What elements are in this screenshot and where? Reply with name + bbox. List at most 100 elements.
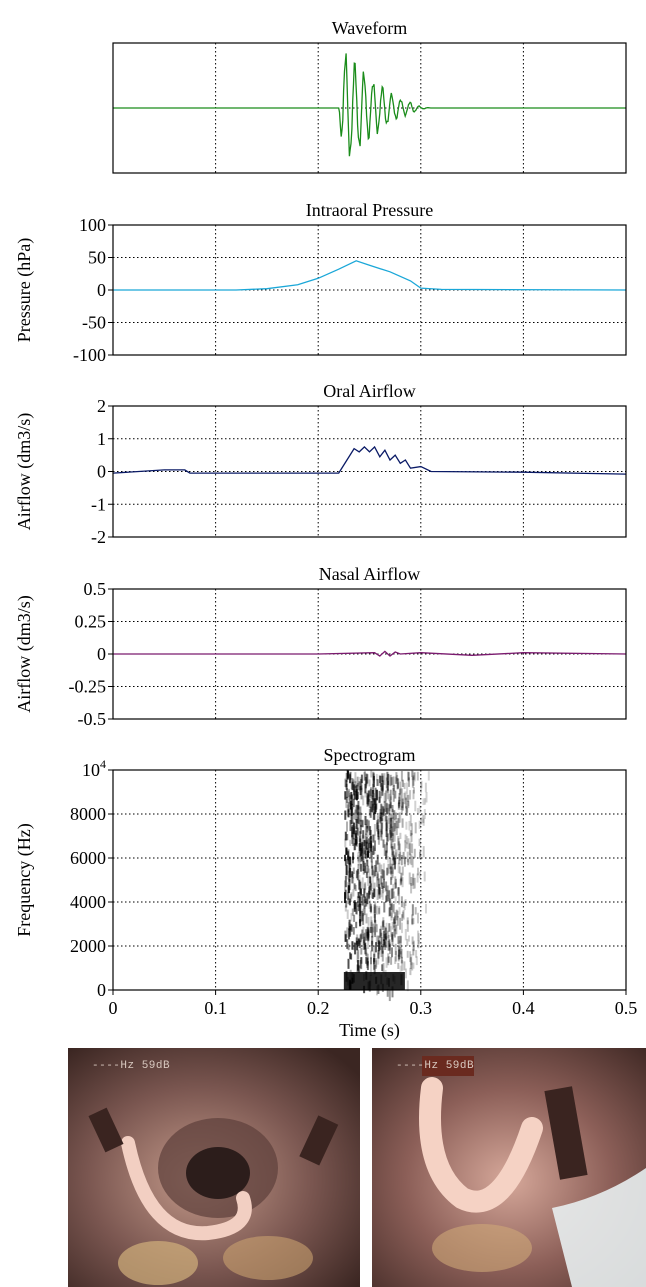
spectro-cell bbox=[404, 834, 407, 843]
spectro-cell bbox=[355, 902, 358, 915]
spectro-cell bbox=[420, 783, 423, 794]
y-tick-label: 0 bbox=[97, 980, 106, 1000]
y-tick-label: -0.25 bbox=[69, 677, 107, 697]
spectro-cell bbox=[344, 934, 347, 942]
spectro-cell bbox=[398, 853, 401, 865]
spectro-cell bbox=[346, 939, 349, 949]
spectro-cell bbox=[355, 784, 358, 796]
spectro-cell bbox=[369, 876, 372, 883]
spectro-cell bbox=[364, 770, 366, 780]
spectro-cell bbox=[411, 771, 414, 781]
spectro-cell bbox=[425, 792, 428, 803]
spectro-cell bbox=[388, 889, 391, 899]
spectro-cell bbox=[344, 778, 347, 787]
spectro-cell bbox=[409, 841, 412, 853]
panel-frame bbox=[112, 224, 627, 356]
spectro-cell bbox=[389, 863, 392, 870]
spectro-cell bbox=[399, 851, 402, 861]
spectro-cell bbox=[388, 898, 391, 906]
spectro-cell bbox=[398, 796, 401, 805]
spectro-cell bbox=[380, 937, 383, 946]
spectro-cell bbox=[366, 819, 369, 829]
spectro-cell bbox=[413, 848, 416, 858]
y-tick-label: 104 bbox=[82, 757, 106, 780]
panel-3: Nasal Airflow 0.5 0.25 0 -0.25 -0.5 Airflow (d… bbox=[14, 564, 627, 729]
spectro-cell bbox=[374, 919, 377, 927]
spectro-cell bbox=[345, 779, 348, 788]
spectro-cell bbox=[355, 908, 358, 915]
spectro-cell bbox=[373, 953, 376, 963]
spectro-cell bbox=[364, 824, 367, 836]
spectro-cell bbox=[359, 852, 362, 861]
spectro-cell bbox=[386, 788, 389, 800]
spectro-cell bbox=[366, 796, 369, 807]
spectro-cell bbox=[390, 839, 393, 849]
spectro-cell bbox=[353, 843, 356, 851]
photo-overlay-label: ----Hz 59dB bbox=[396, 1060, 475, 1072]
spectro-cell bbox=[400, 948, 403, 959]
spectro-cell bbox=[396, 916, 399, 926]
spectro-cell bbox=[348, 919, 351, 931]
spectro-cell bbox=[412, 789, 415, 800]
spectro-cell bbox=[391, 934, 394, 946]
spectro-cell bbox=[364, 896, 366, 904]
spectro-cell bbox=[385, 816, 388, 826]
spectro-cell bbox=[366, 927, 369, 936]
spectro-cell bbox=[362, 939, 365, 950]
spectro-cell bbox=[391, 921, 394, 930]
spectro-cell bbox=[389, 802, 392, 809]
spectro-cell bbox=[359, 824, 362, 834]
spectro-cell bbox=[390, 817, 393, 829]
spectro-cell bbox=[414, 907, 417, 915]
spectro-cell bbox=[400, 956, 403, 964]
spectro-cell bbox=[366, 957, 369, 966]
spectro-cell bbox=[364, 850, 367, 859]
spectro-cell bbox=[393, 928, 396, 938]
spectro-cell bbox=[373, 957, 376, 970]
spectro-cell bbox=[414, 822, 417, 834]
spectro-cell bbox=[359, 806, 362, 816]
spectro-cell bbox=[388, 942, 391, 951]
spectro-cell bbox=[394, 943, 397, 956]
spectro-cell bbox=[386, 867, 389, 876]
spectro-cell bbox=[355, 870, 358, 879]
spectro-cell bbox=[364, 835, 367, 844]
spectro-cell bbox=[385, 842, 388, 854]
spectro-cell bbox=[389, 907, 391, 916]
spectro-cell bbox=[403, 782, 406, 790]
spectro-cell bbox=[353, 811, 355, 820]
series-line bbox=[112, 445, 627, 475]
spectro-cell bbox=[369, 851, 372, 859]
spectro-cell bbox=[381, 785, 384, 796]
spectro-cell bbox=[344, 854, 346, 862]
spectro-cell bbox=[356, 934, 359, 945]
spectro-cell bbox=[401, 911, 404, 918]
spectro-cell bbox=[393, 785, 396, 792]
spectro-cell bbox=[370, 920, 373, 928]
spectro-cell bbox=[389, 943, 391, 955]
spectro-cell bbox=[390, 888, 393, 900]
spectro-cell bbox=[355, 819, 358, 829]
y-axis-label: Airflow (dm3/s) bbox=[14, 413, 35, 530]
spectro-cell bbox=[377, 940, 380, 952]
spectro-cell bbox=[367, 937, 370, 950]
spectro-cell bbox=[344, 831, 347, 841]
spectro-cell bbox=[371, 877, 374, 890]
spectro-cell bbox=[404, 899, 407, 907]
spectro-cell bbox=[400, 878, 403, 885]
spectro-cell bbox=[401, 779, 404, 788]
spectro-cell bbox=[408, 843, 411, 856]
spectro-cell bbox=[349, 856, 351, 865]
spectro-cell bbox=[353, 784, 356, 793]
spectro-cell bbox=[382, 808, 385, 816]
spectro-cell bbox=[355, 839, 358, 846]
spectro-cell bbox=[363, 905, 366, 916]
spectro-cell bbox=[379, 928, 382, 938]
spectro-cell bbox=[350, 924, 353, 932]
spectro-cell bbox=[359, 838, 362, 847]
spectro-cell bbox=[380, 945, 383, 958]
spectro-cell bbox=[399, 947, 402, 955]
spectro-cell bbox=[352, 838, 355, 846]
spectro-cell bbox=[351, 941, 354, 950]
spectro-cell bbox=[359, 960, 362, 969]
